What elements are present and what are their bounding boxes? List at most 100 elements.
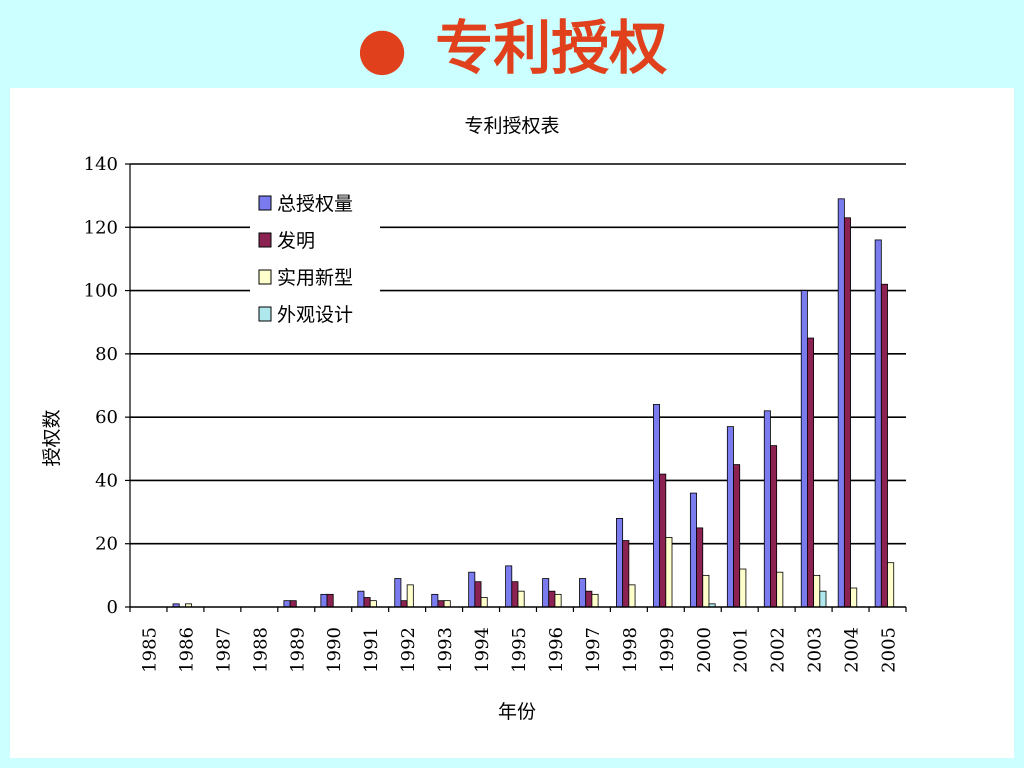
bar-实用新型-1995 — [517, 590, 525, 608]
y-tick-label: 0 — [107, 597, 118, 618]
legend-label: 实用新型 — [277, 267, 353, 289]
bar-发明-1994 — [474, 581, 482, 608]
x-tick-label: 1993 — [435, 627, 456, 673]
y-tick-label: 80 — [95, 344, 118, 365]
bar-总授权量-1992 — [394, 578, 402, 608]
bar-发明-1995 — [511, 581, 519, 608]
x-tick-label: 2003 — [805, 627, 826, 673]
x-tick-labels: 1985 1986 1987 1988 1989 1990 1991 1992 1993 1994… — [129, 607, 907, 673]
bar-发明-2005 — [880, 283, 888, 608]
bar-发明-1997 — [585, 590, 593, 608]
bar-发明-1991 — [363, 597, 371, 608]
chart-title: 专利授权表 — [464, 115, 559, 137]
y-tick-label: 20 — [95, 534, 118, 555]
bar-发明-1993 — [437, 600, 445, 608]
bar-发明-2000 — [696, 527, 704, 608]
legend-background — [250, 186, 380, 338]
y-tick-label: 140 — [84, 154, 118, 175]
x-tick-label: 1994 — [472, 627, 493, 673]
x-tick-label: 1991 — [361, 627, 382, 673]
bar-发明-2004 — [843, 217, 851, 608]
bar-总授权量-2005 — [874, 239, 882, 608]
bar-总授权量-1991 — [357, 590, 365, 608]
bar-实用新型-1993 — [443, 600, 451, 608]
x-tick-label: 1988 — [250, 627, 271, 673]
x-tick-label: 2002 — [768, 627, 789, 673]
bar-发明-1992 — [400, 600, 408, 608]
y-tick-label: 120 — [84, 217, 118, 238]
legend-swatch — [258, 232, 272, 248]
bar-实用新型-1991 — [369, 600, 377, 608]
chart-panel: 0 20 40 60 80 100 120 140 1985 1986 1987 1988 1989 1… — [10, 88, 1014, 758]
bar-实用新型-2005 — [887, 562, 895, 608]
legend-swatch — [258, 269, 272, 285]
bar-实用新型-2004 — [850, 587, 858, 608]
bar-发明-2002 — [770, 445, 778, 608]
y-tick-labels: 0 20 40 60 80 100 120 140 — [84, 154, 118, 618]
bar-实用新型-1999 — [665, 536, 673, 608]
bar-总授权量-1998 — [616, 517, 624, 608]
bar-总授权量-1993 — [431, 593, 439, 608]
x-tick-label: 1997 — [583, 627, 604, 673]
bullet-icon: ● — [356, 14, 408, 82]
bar-发明-1998 — [622, 540, 630, 608]
x-tick-label: 1990 — [324, 627, 345, 673]
x-tick-label: 1999 — [657, 627, 678, 673]
bar-外观设计-2003 — [819, 590, 827, 608]
legend-label: 总授权量 — [277, 193, 353, 215]
bar-实用新型-2001 — [739, 568, 747, 608]
x-tick-label: 1987 — [213, 627, 234, 673]
legend-swatch — [258, 195, 272, 211]
bar-实用新型-1994 — [480, 597, 488, 608]
x-tick-label: 1996 — [546, 627, 567, 673]
bar-发明-1996 — [548, 590, 556, 608]
gridlines — [125, 163, 906, 608]
bar-实用新型-2002 — [776, 571, 784, 608]
x-tick-label: 2000 — [694, 627, 715, 673]
bar-总授权量-1997 — [579, 578, 587, 608]
y-tick-label: 40 — [95, 470, 118, 491]
bar-总授权量-2004 — [837, 198, 845, 608]
bar-总授权量-2000 — [689, 492, 697, 608]
y-tick-label: 100 — [84, 281, 118, 302]
bar-总授权量-2001 — [726, 426, 734, 608]
x-tick-label: 1989 — [287, 627, 308, 673]
legend-label: 发明 — [277, 230, 315, 252]
bar-实用新型-1996 — [554, 593, 562, 608]
bar-发明-2001 — [733, 464, 741, 608]
bar-实用新型-1997 — [591, 593, 599, 608]
bar-发明-1999 — [659, 473, 667, 608]
legend-swatch — [258, 306, 272, 322]
bar-总授权量-1990 — [320, 593, 328, 608]
bar-总授权量-1994 — [468, 571, 476, 608]
x-axis-title: 年份 — [498, 701, 536, 723]
y-tick-label: 60 — [95, 407, 118, 428]
bar-总授权量-1996 — [542, 578, 550, 608]
bar-总授权量-1995 — [505, 565, 513, 608]
x-tick-label: 2004 — [842, 627, 863, 673]
bar-总授权量-1999 — [653, 404, 661, 608]
bar-发明-2003 — [807, 337, 815, 608]
x-tick-label: 1992 — [398, 627, 419, 673]
bar-实用新型-2003 — [813, 574, 821, 608]
x-tick-label: 2001 — [731, 627, 752, 673]
y-axis-title: 授权数 — [41, 409, 63, 466]
bar-发明-1989 — [289, 600, 297, 608]
bar-实用新型-1998 — [628, 584, 636, 608]
axes — [129, 164, 906, 608]
bar-实用新型-2000 — [702, 574, 710, 608]
x-tick-label: 1986 — [176, 627, 197, 673]
bar-总授权量-2003 — [800, 290, 808, 608]
x-tick-label: 1995 — [509, 627, 530, 673]
x-tick-label: 2005 — [879, 627, 900, 673]
slide-title-text: 专利授权 — [435, 14, 668, 82]
x-tick-label: 1985 — [139, 627, 160, 673]
bar-实用新型-1992 — [406, 584, 414, 608]
bar-总授权量-2002 — [763, 410, 771, 608]
bar-发明-1990 — [326, 593, 334, 608]
bar-总授权量-1989 — [283, 600, 291, 608]
x-tick-label: 1998 — [620, 627, 641, 673]
slide-title: ● 专利授权 — [0, 8, 1024, 88]
